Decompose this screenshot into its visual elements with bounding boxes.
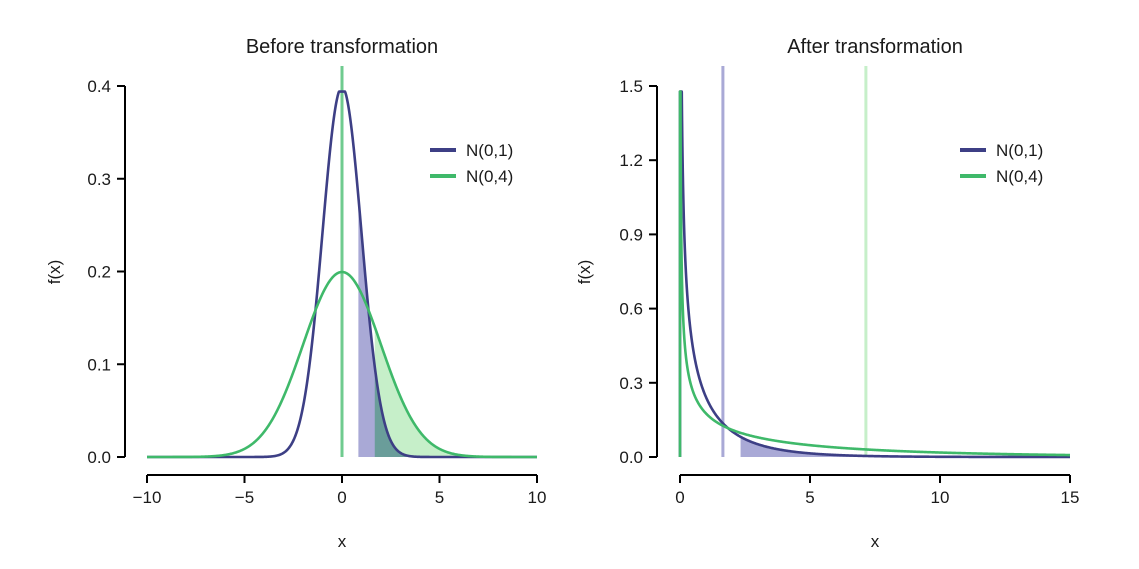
x-axis-label: x [338,532,347,551]
legend: N(0,1) N(0,4) [960,141,1043,186]
x-tick-label: 5 [805,488,814,507]
y-tick-label: 1.5 [619,77,643,96]
panel-before-transformation: 0.0 0.1 0.2 0.3 0.4 −10 −5 0 5 10 Before transform… [45,36,546,551]
x-axis-label: x [871,532,880,551]
series-line-n04 [146,270,538,459]
y-tick-label: 0.3 [87,170,111,189]
tail-area-n01 [740,436,1070,457]
x-tick-label: 5 [435,488,444,507]
legend-label: N(0,1) [996,141,1043,160]
y-tick-label: 1.2 [619,151,643,170]
y-axis-label: f(x) [575,260,594,285]
y-tick-label: 0.2 [87,263,111,282]
x-tick-label: 15 [1061,488,1080,507]
y-tick-label: 0.6 [619,300,643,319]
legend-label: N(0,4) [996,167,1043,186]
y-tick-label: 0.4 [87,77,111,96]
legend-label: N(0,1) [466,141,513,160]
y-tick-label: 0.1 [87,355,111,374]
legend: N(0,1) N(0,4) [430,141,513,186]
chart-title: Before transformation [246,36,438,58]
x-tick-label: −10 [133,488,162,507]
x-tick-label: 0 [337,488,346,507]
x-tick-label: 0 [675,488,684,507]
chart-title: After transformation [787,36,963,58]
series-line-n04 [678,90,1071,457]
panel-after-transformation: 0.0 0.3 0.6 0.9 1.2 1.5 0 5 10 15 After transforma… [575,36,1079,551]
x-tick-label: 10 [931,488,950,507]
y-tick-label: 0.0 [619,448,643,467]
x-tick-label: −5 [235,488,254,507]
series-line-n01 [678,90,1071,459]
y-tick-label: 0.3 [619,374,643,393]
tail-overlap-area [374,366,537,457]
legend-label: N(0,4) [466,167,513,186]
x-tick-label: 10 [528,488,547,507]
y-tick-label: 0.9 [619,225,643,244]
y-axis-label: f(x) [45,260,64,285]
y-tick-label: 0.0 [87,448,111,467]
